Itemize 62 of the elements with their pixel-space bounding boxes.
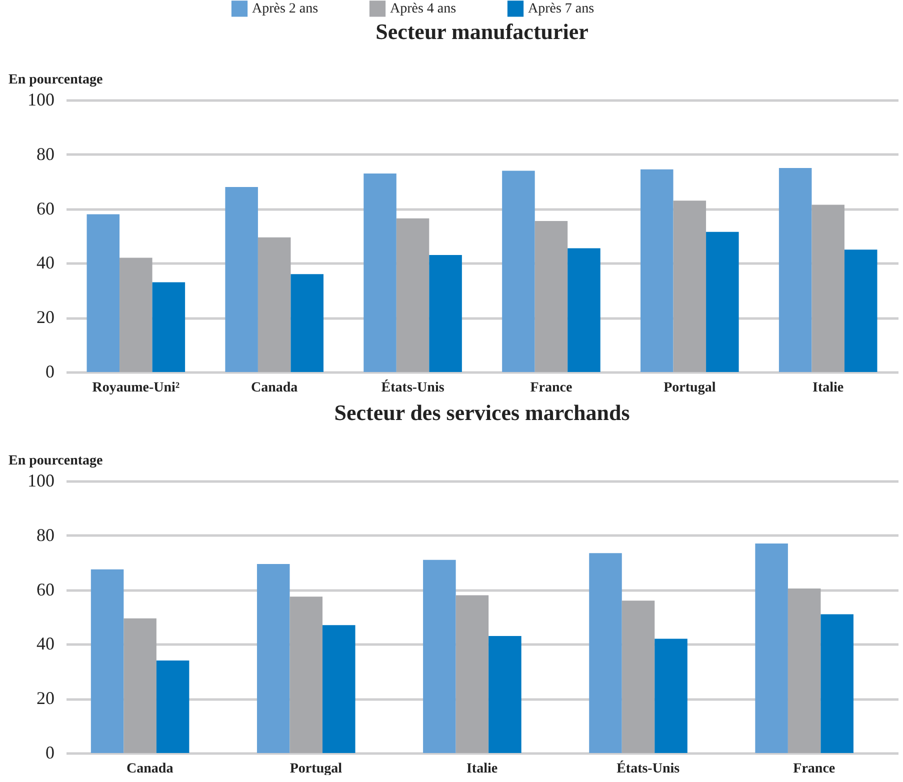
y-tick-label: 60 [36, 579, 54, 600]
bar [152, 282, 186, 372]
y-tick-label: 60 [36, 198, 54, 218]
bar [812, 204, 844, 372]
bar [502, 170, 535, 372]
y-tick-label: 80 [36, 144, 54, 164]
bar [86, 214, 120, 372]
bar [640, 169, 674, 372]
bar [488, 636, 522, 753]
bar [820, 614, 854, 753]
x-tick-label: Royaume-Uni² [92, 380, 180, 396]
bar [124, 618, 156, 753]
bar [156, 660, 190, 753]
y-tick-label: 40 [36, 252, 54, 273]
bar [755, 544, 788, 753]
bar [429, 255, 462, 372]
y-tick-label: 40 [36, 634, 54, 654]
x-tick-label: Canada [251, 380, 298, 396]
bar [844, 250, 878, 372]
x-tick-label: Italie [466, 762, 498, 776]
x-tick-label: États-Unis [616, 760, 680, 776]
bar [423, 560, 456, 753]
x-tick-label: Canada [126, 762, 174, 776]
x-tick-label: Italie [812, 380, 844, 396]
bar [622, 600, 655, 753]
bar [568, 248, 600, 372]
y-tick-label: 80 [36, 524, 54, 545]
bar [673, 200, 706, 372]
bar [290, 596, 323, 753]
y-axis-title: En pourcentage [8, 454, 103, 468]
y-tick-label: 20 [36, 307, 54, 328]
bar [256, 564, 290, 753]
bar [706, 232, 739, 372]
x-tick-label: France [530, 380, 572, 396]
y-tick-label: 100 [28, 470, 54, 490]
y-tick-label: 0 [46, 742, 54, 762]
y-axis-title: En pourcentage [8, 72, 103, 88]
x-tick-label: Portugal [664, 380, 716, 396]
y-tick-label: 100 [28, 90, 54, 110]
bar [456, 595, 489, 753]
bar [534, 221, 568, 372]
y-tick-label: 20 [36, 688, 54, 708]
bar [225, 187, 258, 372]
y-tick-label: 0 [46, 362, 54, 382]
legend-label: Après 7 ans [528, 2, 594, 17]
bar [322, 625, 356, 753]
bar [788, 588, 821, 753]
bar [396, 218, 430, 372]
chart-title: Secteur manufacturier [376, 19, 589, 44]
bar [290, 274, 324, 372]
bar [258, 237, 291, 372]
legend-label: Après 2 ans [252, 2, 318, 17]
x-tick-label: États-Unis [381, 378, 445, 396]
legend-label: Après 4 ans [390, 2, 456, 17]
bar [778, 168, 812, 372]
bar [364, 173, 396, 372]
bar [90, 569, 124, 753]
bar [654, 638, 688, 753]
bar [589, 553, 622, 753]
bar [120, 258, 152, 372]
chart-title: Secteur des services marchands [334, 400, 630, 425]
x-tick-label: France [793, 762, 836, 776]
